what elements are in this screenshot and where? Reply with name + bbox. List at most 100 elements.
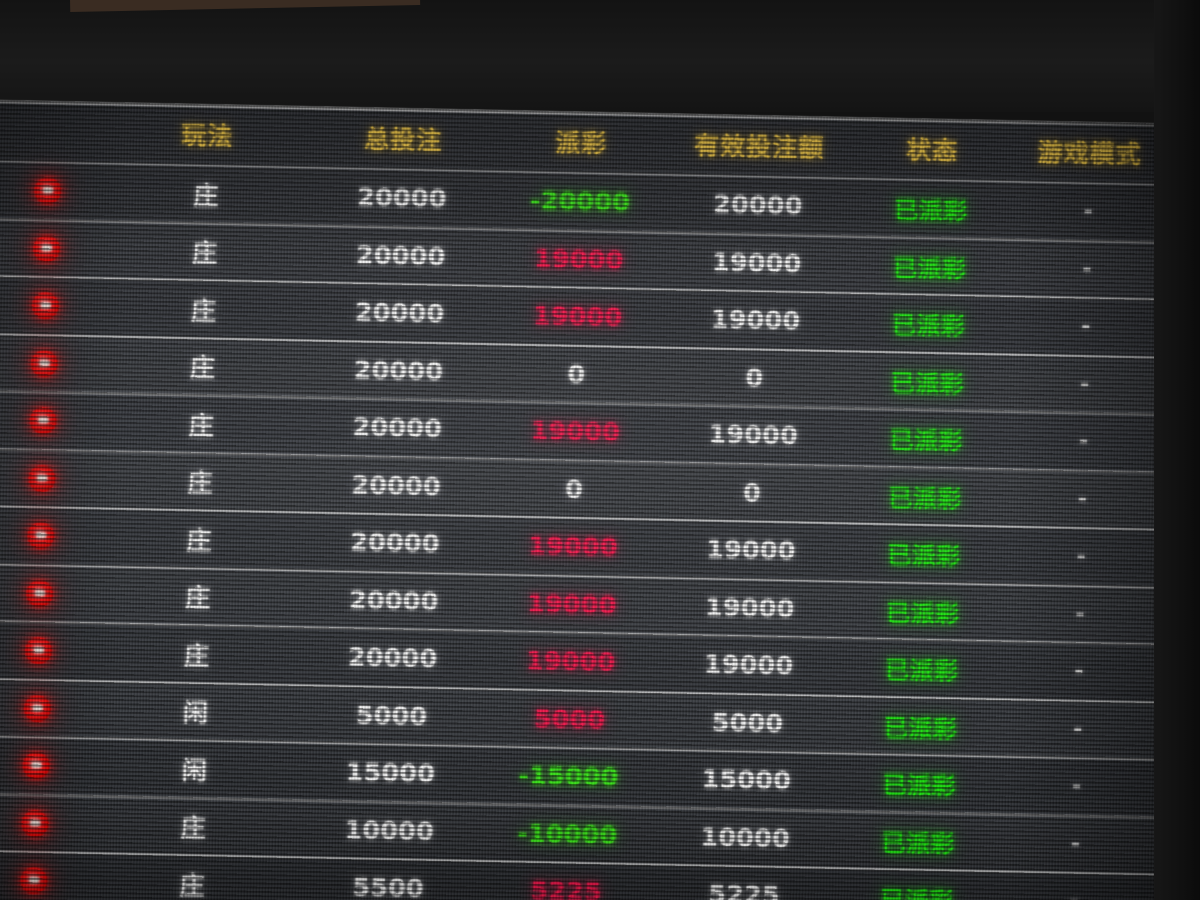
cell-game-mode: -	[1073, 716, 1084, 742]
cell-game-mode: -	[1070, 831, 1081, 857]
cell-status: 已派彩	[881, 828, 956, 859]
cell-game-mode: -	[992, 888, 1157, 900]
cell-playtype: 庄	[186, 525, 213, 556]
cell-playtype: 庄	[188, 410, 215, 441]
cell-status: 已派彩	[887, 541, 962, 571]
cell-playtype: 庄	[179, 870, 206, 900]
red-dot-icon[interactable]	[21, 752, 50, 780]
column-header-status[interactable]: 状态	[905, 135, 959, 166]
column-header-playtype[interactable]: 玩法	[181, 120, 234, 151]
cell-status: 已派彩	[884, 656, 959, 686]
cell-payout: 5225	[530, 876, 603, 900]
cell-payout: 19000	[525, 646, 616, 677]
cell-status: 已派彩	[882, 771, 957, 801]
cell-payout: -10000	[516, 818, 618, 850]
cell-payout: -15000	[518, 761, 619, 793]
red-dot-icon[interactable]	[19, 867, 48, 895]
row-marker-cell	[0, 751, 97, 780]
cell-valid-bet: 19000	[708, 419, 799, 451]
row-marker-cell	[0, 579, 100, 608]
column-header-validbet[interactable]: 有效投注额	[693, 131, 825, 163]
cell-total-bet: 20000	[354, 297, 445, 329]
column-header-mode[interactable]: 游戏模式	[1037, 138, 1142, 170]
cell-payout: 19000	[526, 588, 618, 620]
cell-playtype: 庄	[187, 468, 214, 498]
cell-status: 已派彩	[890, 368, 965, 399]
cell-valid-bet: 19000	[703, 649, 794, 681]
cell-playtype: 庄	[183, 640, 210, 671]
cell-total-bet: 20000	[353, 355, 444, 386]
cell-game-mode: -	[1078, 429, 1089, 455]
red-dot-icon[interactable]	[32, 234, 60, 263]
cell-status: 已派彩	[892, 253, 967, 284]
bezel-brown-strip	[69, 0, 421, 12]
red-dot-icon[interactable]	[20, 809, 49, 838]
cell-payout: 19000	[532, 301, 623, 333]
red-dot-icon[interactable]	[31, 292, 59, 320]
cell-game-mode: -	[1077, 486, 1088, 512]
cell-payout: 19000	[530, 416, 621, 448]
cell-game-mode: -	[1083, 199, 1094, 225]
cell-status: 已派彩	[893, 196, 968, 226]
red-dot-icon[interactable]	[24, 637, 52, 665]
cell-valid-bet: 20000	[713, 189, 804, 221]
cell-game-mode: -	[1081, 314, 1092, 340]
row-marker-cell	[0, 349, 105, 378]
row-marker-cell	[0, 464, 103, 493]
cell-status: 已派彩	[889, 426, 964, 456]
cell-total-bet: 5500	[352, 872, 425, 900]
row-marker-cell	[0, 809, 96, 838]
cell-playtype: 庄	[191, 238, 219, 268]
bet-history-table: 玩法 总投注 派彩 有效投注额 状态 游戏模式庄 20000 -20000 20000 已派彩 - 庄…	[0, 100, 1173, 900]
cell-valid-bet: 5000	[711, 707, 784, 738]
row-marker-cell	[0, 521, 102, 550]
cell-status: 已派彩	[883, 713, 958, 744]
cell-playtype: 闲	[182, 698, 209, 728]
cell-valid-bet: 19000	[710, 304, 801, 336]
cell-total-bet: 20000	[347, 642, 438, 674]
cell-game-mode: -	[1082, 256, 1093, 282]
red-dot-icon[interactable]	[25, 579, 53, 608]
cell-total-bet: 5000	[355, 700, 428, 731]
cell-game-mode: -	[1076, 544, 1087, 570]
column-header-totalbet[interactable]: 总投注	[363, 124, 443, 156]
cell-status: 已派彩	[888, 483, 963, 514]
cell-playtype: 闲	[181, 755, 208, 786]
cell-valid-bet: 10000	[700, 822, 791, 853]
bezel-right-band	[1154, 0, 1200, 900]
red-dot-icon[interactable]	[33, 177, 61, 205]
cell-game-mode: -	[1074, 659, 1085, 685]
row-marker-cell	[0, 291, 106, 320]
row-marker-cell	[0, 866, 95, 895]
red-dot-icon[interactable]	[26, 522, 55, 550]
cell-status: 已派彩	[891, 311, 966, 341]
cell-total-bet: 20000	[352, 412, 443, 444]
cell-valid-bet: 0	[743, 477, 762, 508]
cell-playtype: 庄	[193, 180, 220, 211]
cell-total-bet: 20000	[350, 527, 441, 559]
cell-valid-bet: 19000	[711, 247, 802, 279]
red-dot-icon[interactable]	[29, 349, 58, 378]
cell-payout: 0	[567, 359, 586, 389]
cell-playtype: 庄	[180, 813, 207, 843]
cell-game-mode: -	[1071, 774, 1082, 800]
red-dot-icon[interactable]	[27, 464, 56, 493]
row-marker-cell	[0, 694, 98, 723]
cell-total-bet: 15000	[345, 757, 436, 789]
cell-status: 已派彩	[842, 880, 993, 900]
bezel-top-band	[0, 0, 1200, 112]
column-header-payout[interactable]: 派彩	[554, 128, 608, 159]
cell-playtype: 庄	[184, 583, 212, 613]
cell-total-bet: 20000	[357, 182, 448, 214]
cell-playtype: 庄	[189, 353, 216, 383]
cell-total-bet: 10000	[344, 815, 435, 846]
cell-total-bet: 20000	[351, 470, 442, 501]
cell-payout: 19000	[533, 243, 624, 275]
red-dot-icon[interactable]	[28, 407, 57, 435]
red-dot-icon[interactable]	[23, 694, 51, 723]
column-header-marker[interactable]	[0, 130, 109, 132]
cell-game-mode: -	[1079, 371, 1091, 397]
cell-payout: 19000	[528, 531, 619, 562]
cell-valid-bet: 15000	[701, 764, 792, 796]
